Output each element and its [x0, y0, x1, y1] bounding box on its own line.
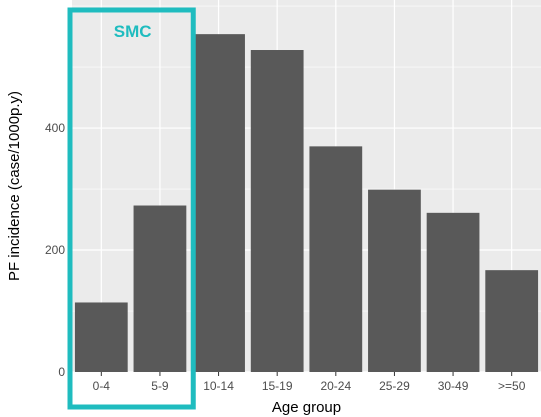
x-tick-label: 25-29: [379, 379, 410, 393]
bar-5-9: [133, 205, 187, 372]
bar-10-14: [192, 34, 245, 372]
x-tick-label: 30-49: [438, 379, 469, 393]
bar-30-49: [426, 212, 480, 372]
smc-highlight-box: [67, 7, 196, 410]
y-axis-ticks: 0 200 400: [45, 121, 72, 379]
y-tick-label: 200: [45, 243, 65, 257]
bars: [74, 34, 539, 372]
x-tick-label: 0-4: [93, 379, 111, 393]
x-tick-label: 15-19: [262, 379, 293, 393]
smc-label: SMC: [114, 22, 152, 41]
x-tick-label: >=50: [498, 379, 526, 393]
x-tick-label: 20-24: [320, 379, 351, 393]
x-axis-title: Age group: [272, 399, 341, 416]
bar-15-19: [250, 50, 304, 372]
y-tick-label: 0: [58, 365, 65, 379]
bar-0-4: [74, 302, 128, 372]
x-tick-label: 5-9: [151, 379, 169, 393]
x-axis-ticks: 0-4 5-9 10-14 15-19 20-24 25-29 30-49 >=50: [93, 372, 526, 393]
bar-25-29: [368, 189, 421, 372]
y-axis-title: PF incidence (case/1000p.y): [6, 91, 23, 281]
y-tick-label: 400: [45, 121, 65, 135]
x-tick-label: 10-14: [203, 379, 234, 393]
bar->=50: [485, 270, 539, 372]
bar-20-24: [309, 146, 363, 372]
